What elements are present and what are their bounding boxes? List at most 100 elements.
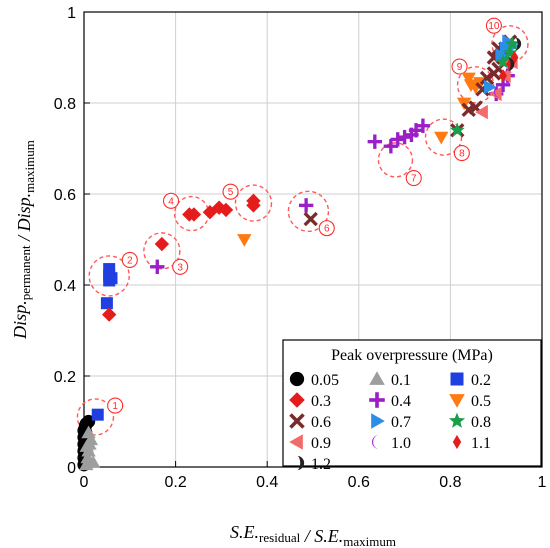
data-point (449, 122, 465, 137)
legend-marker (449, 394, 465, 408)
annotation-number-circle (162, 192, 180, 209)
data-point (383, 139, 399, 154)
legend-label: 0.8 (471, 414, 491, 431)
data-point (103, 263, 116, 276)
y-tick-label: 0.8 (54, 96, 76, 113)
legend-marker (297, 455, 305, 471)
legend-item-0.8: 0.8 (448, 412, 491, 431)
legend-label: 1.0 (391, 435, 411, 452)
legend-label: 0.4 (391, 393, 411, 410)
legend-label: 0.6 (311, 414, 331, 431)
y-tick-label: 1 (67, 5, 76, 22)
annotation-dashed-circle (76, 398, 115, 436)
annotation-number-circle (405, 170, 422, 187)
data-point (493, 85, 501, 99)
data-point (510, 50, 519, 65)
data-points (77, 34, 522, 472)
annotation-number: 9 (457, 62, 463, 73)
data-point (303, 211, 318, 227)
data-point (186, 207, 202, 222)
data-point (237, 234, 252, 247)
x-tick-label: 0 (80, 474, 89, 491)
data-point (499, 69, 507, 83)
legend-marker (448, 412, 466, 428)
legend-item-0.05: 0.05 (289, 371, 339, 389)
data-point (85, 455, 101, 468)
legend-item-0.4: 0.4 (369, 392, 411, 410)
annotation-number: 3 (177, 262, 183, 273)
legend-label: 0.9 (311, 435, 331, 452)
data-point (246, 193, 261, 209)
annotation-dashed-circle (143, 232, 181, 270)
legend-item-1.0: 1.0 (371, 434, 411, 452)
legend-label: 0.3 (311, 393, 331, 410)
legend-label: 0.2 (471, 372, 491, 389)
legend-label: 0.05 (311, 372, 339, 389)
data-point (101, 307, 117, 322)
legend-box (282, 339, 542, 467)
legend: Peak overpressure (MPa) 0.05 0.1 0.2 0.3 0.4… (282, 339, 542, 473)
annotation-number-circle (121, 251, 138, 269)
y-tick-label: 0 (67, 460, 76, 477)
data-point (500, 51, 516, 67)
annotation-number-circle (318, 220, 335, 237)
legend-marker (450, 372, 464, 386)
data-point (218, 202, 234, 218)
annotation-dashed-circle (377, 142, 414, 178)
legend-marker (371, 413, 385, 429)
data-point (495, 54, 511, 69)
legend-item-0.7: 0.7 (371, 413, 411, 431)
data-point (397, 129, 412, 145)
legend-label: 1.2 (311, 456, 331, 473)
legend-title: Peak overpressure (MPa) (331, 347, 493, 364)
legend-item-0.9: 0.9 (289, 434, 331, 452)
annotation-number: 2 (127, 255, 133, 266)
legend-label: 1.1 (471, 435, 491, 452)
data-point (507, 57, 515, 71)
legend-item-1.2: 1.2 (297, 455, 331, 473)
annotation-number-circle (172, 258, 189, 275)
data-point (100, 297, 113, 310)
annotation-circles: 1 2 3 4 5 6 7 8 9 10 (76, 17, 529, 436)
legend-item-0.1: 0.1 (369, 371, 411, 389)
series-0.3 (101, 193, 261, 322)
legend-marker (369, 392, 385, 408)
data-point (483, 79, 497, 95)
legend-marker (289, 434, 303, 450)
plot-frame (83, 11, 543, 468)
annotation-dashed-circle (424, 118, 463, 156)
legend-label: 0.1 (391, 372, 411, 389)
legend-items: 0.05 0.1 0.2 0.3 0.4 0.5 0.6 0.7 0.8 0.9 1.0 1.1 1.2 (289, 371, 491, 473)
annotation-number-circle (485, 17, 502, 34)
legend-marker (369, 371, 385, 385)
data-point (495, 48, 508, 63)
annotation-number: 8 (459, 149, 465, 160)
legend-item-0.6: 0.6 (289, 413, 331, 431)
legend-item-1.1: 1.1 (452, 434, 491, 452)
data-point (502, 45, 518, 60)
data-point (504, 36, 520, 51)
data-point (461, 72, 476, 86)
data-point (434, 131, 449, 145)
annotation-number: 10 (488, 21, 500, 32)
data-point (150, 259, 165, 274)
legend-marker (289, 413, 305, 429)
annotation-dashed-circle (234, 184, 273, 222)
series-0.2 (91, 263, 118, 421)
data-point (390, 132, 405, 147)
x-tick-label: 0.4 (256, 474, 278, 491)
data-point (79, 439, 94, 452)
annotation-number: 5 (228, 187, 234, 198)
series-0.1 (79, 425, 101, 471)
x-axis-label: S.E.residual / S.E.maximum (230, 522, 396, 548)
series-0.8 (449, 36, 520, 137)
data-point (91, 408, 104, 421)
legend-marker (371, 434, 380, 450)
legend-marker (289, 371, 305, 387)
data-point (367, 134, 383, 149)
annotation-number-circle (222, 183, 239, 200)
data-point (298, 198, 314, 213)
y-tick-label: 0.6 (54, 187, 76, 204)
data-point (415, 118, 431, 133)
annotation-number-circle (453, 145, 470, 162)
